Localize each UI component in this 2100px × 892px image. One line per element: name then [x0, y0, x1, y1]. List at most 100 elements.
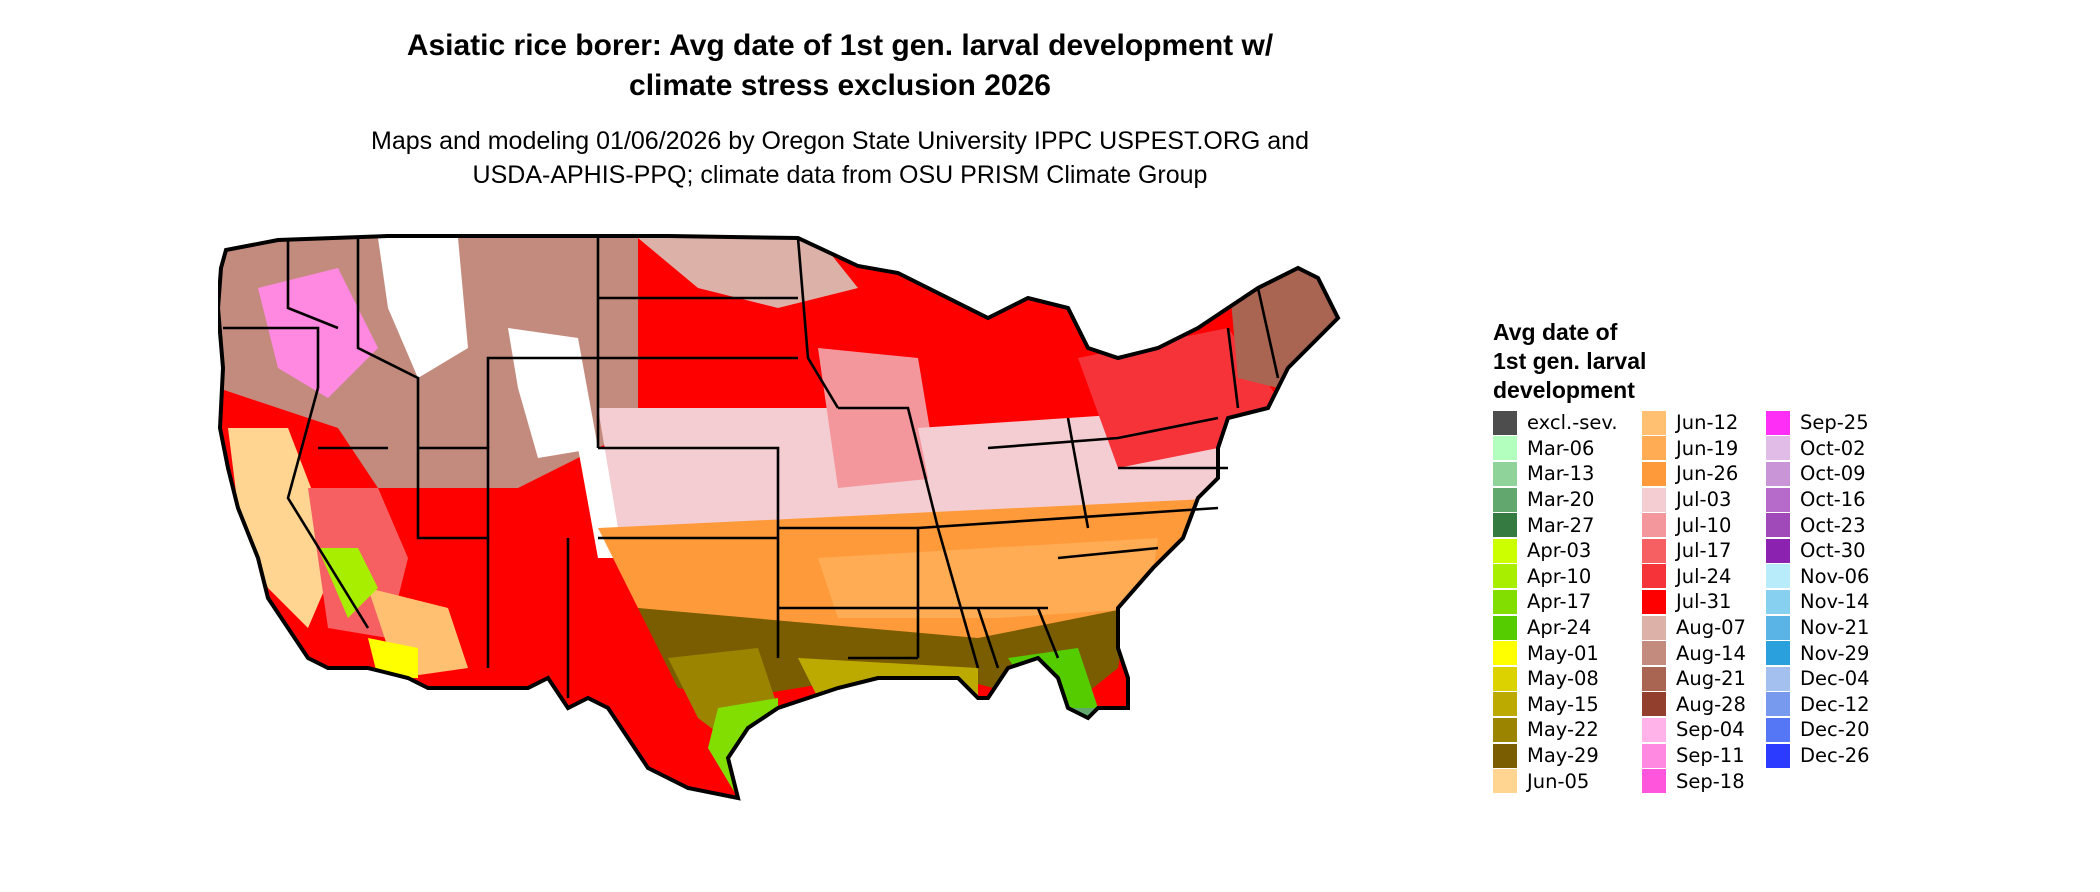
legend-item: May-08 — [1493, 666, 1618, 692]
legend-swatch — [1493, 461, 1517, 486]
map-subtitle-line-1: Maps and modeling 01/06/2026 by Oregon S… — [371, 127, 1309, 155]
legend-swatch — [1642, 615, 1666, 640]
legend-swatch — [1493, 589, 1517, 614]
legend-item: Sep-11 — [1642, 743, 1746, 769]
state-boundary-line — [598, 446, 780, 528]
legend-item: Nov-21 — [1766, 615, 1870, 641]
region-iowa — [818, 348, 938, 488]
legend-item: Jul-24 — [1642, 564, 1746, 590]
legend-swatch — [1766, 564, 1790, 589]
state-boundary-line — [286, 238, 339, 330]
legend-item: Apr-24 — [1493, 615, 1618, 641]
region-california-coast — [228, 428, 338, 628]
legend-swatch — [1493, 487, 1517, 512]
legend-item: Apr-03 — [1493, 538, 1618, 564]
legend-swatch — [1493, 666, 1517, 691]
map-subtitle: Maps and modeling 01/06/2026 by Oregon S… — [250, 124, 1430, 192]
legend-item: Dec-12 — [1766, 692, 1870, 718]
legend-item: Mar-13 — [1493, 461, 1618, 487]
legend-swatch — [1642, 436, 1666, 461]
legend-item: Oct-16 — [1766, 487, 1870, 513]
legend-title-line-1: Avg date of — [1493, 319, 1618, 345]
legend-item: Dec-20 — [1766, 717, 1870, 743]
legend-swatch — [1642, 564, 1666, 589]
legend-label: Oct-30 — [1800, 539, 1866, 563]
legend-item: excl.-sev. — [1493, 410, 1618, 436]
region-central-valley — [318, 548, 378, 618]
legend-label: Oct-09 — [1800, 462, 1866, 486]
legend-swatch — [1766, 410, 1790, 435]
state-boundary-line — [976, 607, 1000, 669]
legend-item: Dec-26 — [1766, 743, 1870, 769]
legend-swatch — [1642, 769, 1666, 794]
state-boundary-line — [987, 416, 1219, 450]
legend-item: Apr-10 — [1493, 564, 1618, 590]
legend-item: Oct-23 — [1766, 512, 1870, 538]
legend-label: Jun-05 — [1527, 769, 1590, 793]
legend-column-1: excl.-sev. Mar-06 Mar-13 Mar-20 Mar-27 Apr-03… — [1493, 410, 1618, 794]
map-title-line-2: climate stress exclusion 2026 — [629, 69, 1051, 102]
legend-swatch — [1493, 641, 1517, 666]
state-boundary-line — [486, 356, 600, 448]
legend-item: Aug-14 — [1642, 640, 1746, 666]
legend-title-line-3: development — [1493, 377, 1635, 403]
legend-label: Aug-14 — [1676, 641, 1746, 665]
map-subtitle-line-2: USDA-APHIS-PPQ; climate data from OSU PR… — [472, 161, 1208, 189]
legend-label: Nov-14 — [1800, 590, 1870, 614]
legend-item: May-15 — [1493, 692, 1618, 718]
legend-label: Jun-26 — [1676, 462, 1739, 486]
legend-label: Jul-17 — [1676, 539, 1732, 563]
legend-label: Sep-04 — [1676, 718, 1745, 742]
legend-item: Nov-14 — [1766, 589, 1870, 615]
region-tn-nc — [818, 538, 1158, 618]
legend-item: May-22 — [1493, 717, 1618, 743]
legend-swatch — [1642, 487, 1666, 512]
legend-label: May-08 — [1527, 667, 1599, 691]
legend-item: May-29 — [1493, 743, 1618, 769]
legend-label: Aug-21 — [1676, 667, 1746, 691]
legend-label: Dec-26 — [1800, 744, 1870, 768]
legend-label: Apr-24 — [1527, 616, 1592, 640]
legend-item: Jul-31 — [1642, 589, 1746, 615]
legend-item: Aug-21 — [1642, 666, 1746, 692]
legend-swatch — [1493, 564, 1517, 589]
legend-label: Dec-20 — [1800, 718, 1870, 742]
legend-swatch — [1493, 436, 1517, 461]
legend-label: Apr-10 — [1527, 564, 1592, 588]
state-boundaries — [223, 236, 1280, 698]
legend-label: Aug-07 — [1676, 616, 1746, 640]
legend-label: Aug-28 — [1676, 692, 1746, 716]
legend-item: Nov-29 — [1766, 640, 1870, 666]
legend-item: Dec-04 — [1766, 666, 1870, 692]
legend-item: Oct-09 — [1766, 461, 1870, 487]
legend-swatch — [1766, 513, 1790, 538]
legend-label: Jul-10 — [1676, 513, 1732, 537]
state-boundary-line — [1036, 607, 1060, 659]
legend-label: Nov-29 — [1800, 641, 1870, 665]
legend-swatch — [1642, 641, 1666, 666]
state-boundary-line — [1226, 327, 1240, 409]
legend-label: May-15 — [1527, 692, 1599, 716]
legend-swatch — [1493, 692, 1517, 717]
region-rockies-north — [378, 238, 468, 378]
legend-swatch — [1642, 692, 1666, 717]
legend-label: Jun-12 — [1676, 411, 1739, 435]
legend-swatch — [1642, 743, 1666, 768]
legend-item: Jun-26 — [1642, 461, 1746, 487]
legend-label: Jun-19 — [1676, 436, 1739, 460]
legend-swatch — [1493, 717, 1517, 742]
legend-swatch — [1766, 615, 1790, 640]
legend-swatch — [1766, 717, 1790, 742]
legend-label: May-01 — [1527, 641, 1599, 665]
legend-swatch — [1642, 589, 1666, 614]
legend-item: Jul-17 — [1642, 538, 1746, 564]
legend-label: Nov-06 — [1800, 564, 1870, 588]
state-boundary-line — [1066, 417, 1090, 529]
legend-item: Mar-20 — [1493, 487, 1618, 513]
legend-label: Sep-11 — [1676, 744, 1745, 768]
legend-item: May-01 — [1493, 640, 1618, 666]
legend-swatch — [1766, 461, 1790, 486]
state-boundary-line — [1256, 287, 1280, 379]
legend-label: Jul-31 — [1676, 590, 1732, 614]
legend-item: Mar-27 — [1493, 512, 1618, 538]
